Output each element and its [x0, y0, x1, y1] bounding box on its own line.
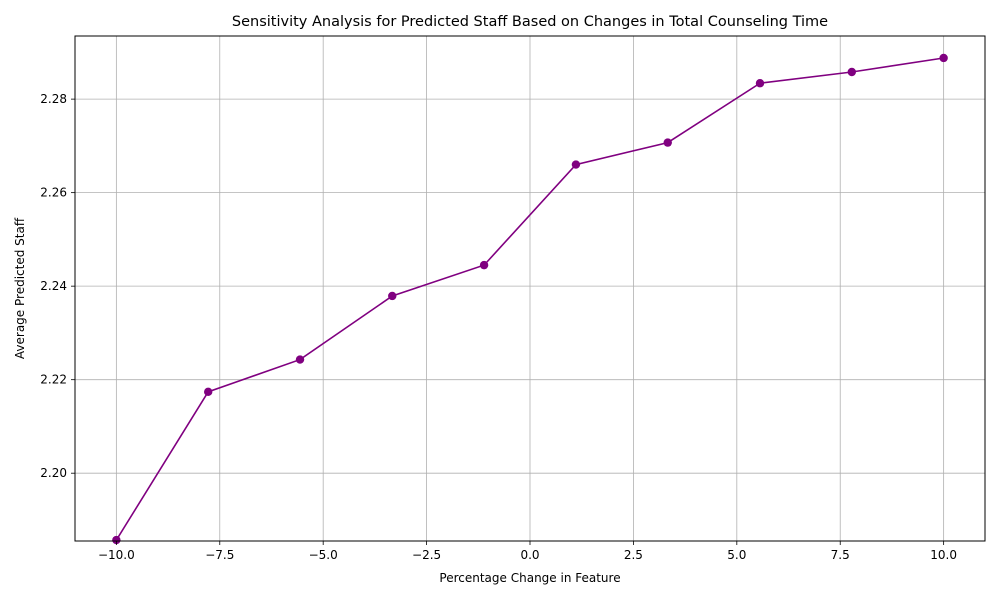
y-tick-label: 2.26 — [40, 186, 67, 200]
data-point — [203, 387, 213, 397]
grid — [75, 36, 985, 541]
y-tick-label: 2.28 — [40, 92, 67, 106]
data-point — [755, 79, 765, 88]
x-tick-label: 5.0 — [727, 548, 746, 562]
chart-title: Sensitivity Analysis for Predicted Staff… — [232, 14, 828, 30]
x-tick-label: −5.0 — [309, 548, 338, 562]
x-tick-label: 2.5 — [624, 548, 643, 562]
y-tick-label: 2.20 — [40, 466, 67, 480]
x-axis-ticks: −10.0 −7.5 −5.0 −2.5 0.0 2.5 5.0 7.5 10.0 — [98, 541, 957, 562]
data-point — [939, 53, 948, 63]
series-line — [115, 57, 944, 541]
x-tick-label: 0.0 — [520, 548, 539, 562]
x-tick-label: 10.0 — [930, 548, 957, 562]
data-point — [112, 535, 121, 545]
y-tick-label: 2.24 — [40, 279, 67, 293]
data-point — [571, 160, 581, 169]
y-axis-label: Average Predicted Staff — [13, 217, 27, 359]
x-axis-label: Percentage Change in Feature — [439, 571, 620, 585]
x-tick-label: 7.5 — [831, 548, 850, 562]
series-layer — [112, 53, 948, 545]
x-tick-label: −7.5 — [205, 548, 234, 562]
data-point — [479, 260, 489, 270]
data-point — [663, 138, 672, 147]
y-axis-ticks: 2.20 2.22 2.24 2.26 2.28 — [40, 92, 75, 480]
y-tick-label: 2.22 — [40, 373, 67, 387]
data-point — [847, 67, 857, 77]
x-tick-label: −2.5 — [412, 548, 441, 562]
data-point — [388, 291, 397, 301]
x-tick-label: −10.0 — [98, 548, 135, 562]
data-point — [295, 355, 305, 364]
